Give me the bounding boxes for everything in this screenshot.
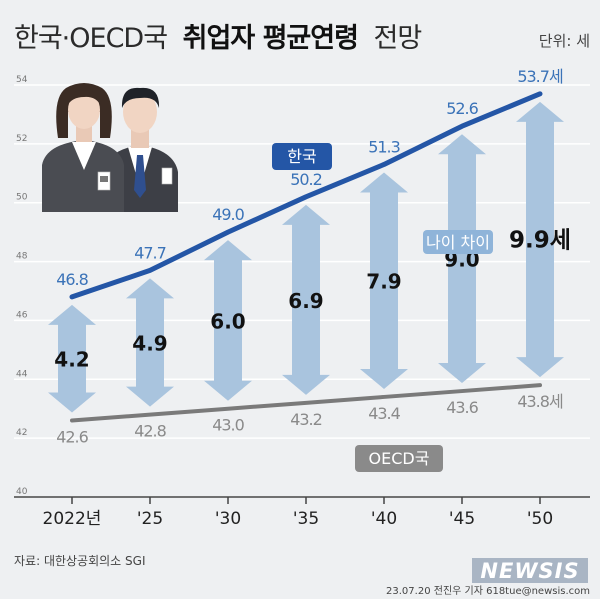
y-tick-42: 42: [16, 428, 27, 438]
y-tick-52: 52: [16, 134, 27, 144]
y-tick-50: 50: [16, 193, 28, 203]
title-part3: 전망: [374, 23, 422, 54]
y-tick-54: 54: [16, 75, 28, 85]
oecd-value-label-3: 43.2: [290, 410, 322, 429]
unit-label: 단위: 세: [539, 32, 590, 50]
gap-value-label-1: 4.9: [132, 332, 167, 356]
legend-oecd: OECD국: [355, 445, 443, 472]
legend-oecd-label: OECD국: [369, 449, 430, 468]
oecd-value-label-6: 43.8세: [517, 392, 563, 411]
x-axis: 2022년 '25 '30 '35 '40 '45 '50: [14, 496, 590, 529]
oecd-value-label-1: 42.8: [134, 422, 166, 441]
series-lines: [69, 91, 543, 423]
gap-arrow-2: [204, 240, 252, 401]
korea-value-label-2: 49.0: [212, 205, 244, 224]
gap-arrow-3: [282, 204, 330, 395]
gap-value-label-6: 9.9세: [509, 228, 571, 254]
korea-value-label-3: 50.2: [290, 170, 322, 189]
title-part2: 취업자 평균연령: [183, 23, 358, 54]
credit-line: 23.07.20 전진우 기자 618tue@newsis.com: [386, 585, 590, 597]
oecd-value-label-0: 42.6: [56, 427, 88, 446]
korea-value-label-6: 53.7세: [517, 67, 563, 86]
x-tick-label-5: '45: [449, 509, 475, 529]
x-tick-label-3: '35: [293, 509, 319, 529]
workers-illustration-icon: [42, 83, 178, 212]
gap-value-label-0: 4.2: [54, 348, 89, 372]
chart-title: 한국·OECD국 취업자 평균연령 전망: [14, 23, 421, 54]
gap-value-label-2: 6.0: [210, 309, 245, 333]
korea-value-label-1: 47.7: [134, 243, 166, 262]
y-tick-48: 48: [16, 252, 28, 262]
korea-value-label-4: 51.3: [368, 137, 400, 156]
x-tick-label-0: 2022년: [43, 509, 102, 529]
oecd-value-label-2: 43.0: [212, 416, 244, 435]
legend-korea: 한국: [272, 143, 332, 170]
korea-value-label-5: 52.6: [446, 99, 478, 118]
oecd-value-label-4: 43.4: [368, 404, 400, 423]
y-tick-40: 40: [16, 487, 28, 497]
x-tick-label-6: '50: [527, 509, 553, 529]
series-line-0: [69, 91, 543, 300]
gap-value-label-4: 7.9: [366, 270, 401, 294]
gap-arrow-1: [126, 278, 174, 407]
korea-value-label-0: 46.8: [56, 270, 88, 289]
title-part1: 한국·OECD국: [14, 23, 167, 54]
gap-arrow-0: [48, 304, 96, 413]
legend-korea-label: 한국: [287, 147, 316, 166]
series-line-1: [70, 383, 542, 423]
watermark-text: NEWSIS: [480, 559, 579, 583]
y-tick-46: 46: [16, 310, 28, 320]
gap-arrow-4: [360, 172, 408, 389]
gap-value-label-3: 6.9: [288, 289, 323, 313]
x-tick-label-1: '25: [137, 509, 163, 529]
x-tick-label-2: '30: [215, 509, 241, 529]
source-note: 자료: 대한상공회의소 SGI: [14, 554, 146, 568]
legend-gap: 나이 차이: [423, 230, 493, 254]
gap-arrows: [48, 101, 564, 413]
x-tick-label-4: '40: [371, 509, 397, 529]
y-tick-44: 44: [16, 369, 28, 379]
oecd-value-label-5: 43.6: [446, 398, 478, 417]
legend-gap-label: 나이 차이: [426, 233, 490, 252]
newsis-watermark: NEWSIS: [472, 558, 588, 583]
gap-arrow-6: [516, 101, 564, 378]
gap-arrow-5: [438, 134, 486, 384]
